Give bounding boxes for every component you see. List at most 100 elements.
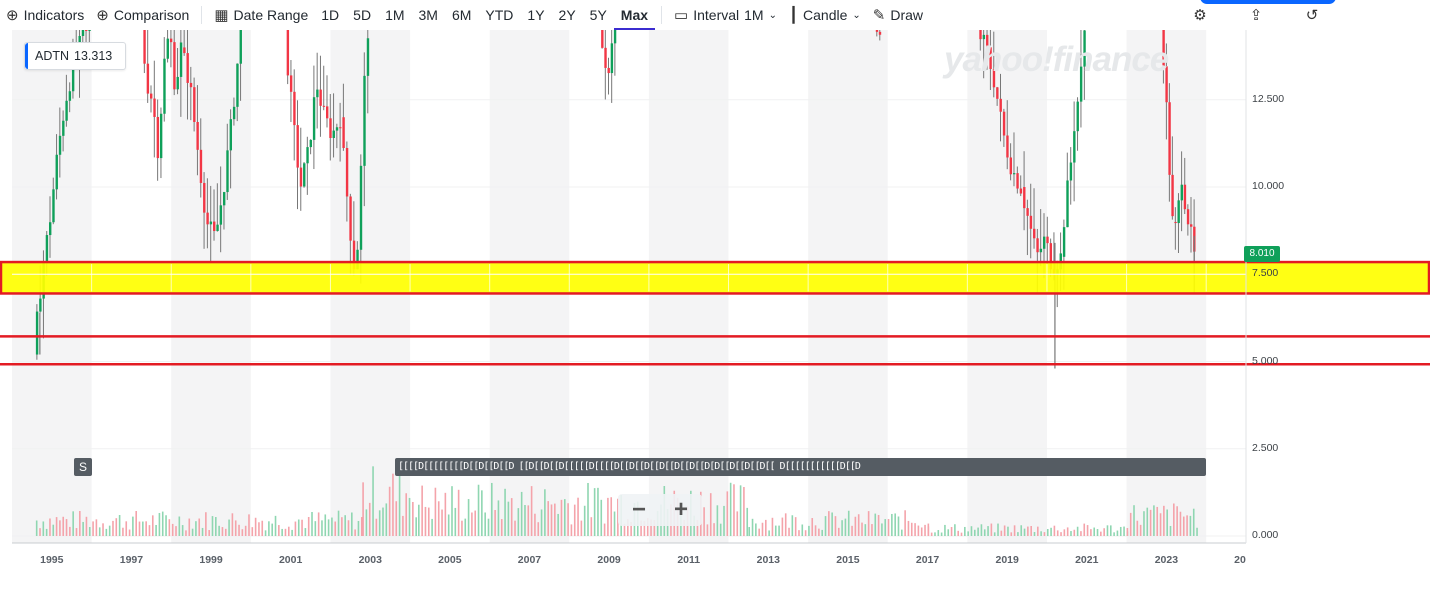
undo-icon: ↺ <box>1305 7 1319 24</box>
volume-bar <box>398 470 401 536</box>
volume-bar <box>234 520 237 536</box>
x-tick-label: 2023 <box>1154 554 1179 566</box>
candle-body <box>68 91 72 101</box>
volume-bar <box>774 525 777 536</box>
x-tick-label: 2021 <box>1075 554 1099 566</box>
candle-body <box>875 30 879 32</box>
range-1y[interactable]: 1Y <box>527 7 545 23</box>
top-blue-button[interactable] <box>1200 0 1336 4</box>
draw-button[interactable]: ✎ Draw <box>872 7 924 24</box>
volume-bar <box>1166 509 1168 536</box>
range-ytd[interactable]: YTD <box>485 7 514 23</box>
volume-bar <box>824 516 827 536</box>
candle-body <box>1006 135 1009 158</box>
volume-bar <box>920 527 923 536</box>
candle-body <box>216 224 219 232</box>
volume-bar <box>278 525 280 536</box>
y-tick-label: 12.500 <box>1252 92 1285 105</box>
volume-bar <box>467 499 470 536</box>
volume-bar <box>224 528 227 536</box>
volume-bar <box>215 517 217 536</box>
volume-bar <box>1096 529 1099 536</box>
range-5y[interactable]: 5Y <box>589 7 607 23</box>
interval-dropdown[interactable]: ▭ Interval 1M ⌄ <box>674 7 777 24</box>
volume-bar <box>1176 506 1178 536</box>
volume-bar <box>778 525 780 536</box>
x-tick-label: 2005 <box>438 554 462 566</box>
ticker-legend[interactable]: ADTN 13.313 <box>24 42 127 70</box>
range-3m[interactable]: 3M <box>418 7 438 23</box>
volume-bar <box>344 515 346 536</box>
candle-body <box>1029 215 1033 229</box>
range-1d[interactable]: 1D <box>321 7 340 23</box>
dividend-events-strip[interactable]: [[[[D[[[[[[[[D[[D[[D[[D [[D[[D[[D[[[[[D[… <box>395 458 1206 476</box>
volume-bar <box>347 520 350 536</box>
split-event-badge[interactable]: S <box>74 458 92 476</box>
candle-body <box>35 311 39 355</box>
volume-bar <box>1090 529 1092 536</box>
volume-bar <box>563 499 566 536</box>
volume-bar <box>59 520 61 536</box>
candle-body <box>58 135 62 155</box>
candle-body <box>146 63 150 94</box>
volume-bar <box>148 525 151 536</box>
volume-bar <box>1056 530 1059 536</box>
candle-body <box>613 30 617 44</box>
volume-bar <box>540 509 543 536</box>
volume-bar <box>291 529 293 536</box>
share-button[interactable]: ⇪ <box>1228 0 1284 30</box>
volume-bar <box>733 484 735 536</box>
comparison-button[interactable]: ⊕ Comparison <box>96 7 190 24</box>
volume-bar <box>500 519 503 536</box>
indicators-button[interactable]: ⊕ Indicators <box>6 7 85 24</box>
volume-bar <box>337 510 340 536</box>
volume-bar <box>967 531 969 536</box>
zoom-out-button[interactable]: − <box>631 496 646 523</box>
range-2y[interactable]: 2Y <box>558 7 576 23</box>
chart-type-dropdown[interactable]: ┃ Candle ⌄ <box>788 7 861 24</box>
volume-bar <box>304 528 307 536</box>
candle-body <box>48 222 52 236</box>
candle-body <box>1023 187 1026 209</box>
volume-bar <box>1023 528 1026 536</box>
volume-bar <box>82 521 84 536</box>
volume-bar <box>924 524 926 536</box>
candle-body <box>1049 243 1053 270</box>
candle-body <box>1036 238 1039 253</box>
range-5d[interactable]: 5D <box>353 7 372 23</box>
range-max[interactable]: Max <box>613 2 656 30</box>
volume-bar <box>382 507 384 536</box>
range-6m[interactable]: 6M <box>451 7 472 23</box>
share-icon: ⇪ <box>1249 7 1263 24</box>
volume-bar <box>171 523 174 536</box>
volume-bar <box>801 524 804 536</box>
zoom-in-button[interactable]: + <box>673 496 688 523</box>
settings-button[interactable]: ⚙ <box>1172 0 1228 30</box>
reset-button[interactable]: ↺ <box>1284 0 1340 30</box>
x-tick-label: 2009 <box>597 554 621 566</box>
candle-body <box>219 205 223 225</box>
volume-bar <box>617 498 619 536</box>
candle-body <box>326 106 329 119</box>
candle-body <box>1062 227 1066 257</box>
volume-bar <box>781 517 784 536</box>
volume-bar <box>95 519 98 536</box>
candle-body <box>1066 180 1069 228</box>
candle-body <box>306 147 309 164</box>
range-1m[interactable]: 1M <box>385 7 405 23</box>
candle-body <box>1079 66 1083 102</box>
date-range-button[interactable]: ▦ Date Range <box>214 7 309 24</box>
volume-bar <box>1163 505 1165 536</box>
volume-bar <box>1033 531 1036 536</box>
candle-body <box>339 127 342 129</box>
x-tick-label: 1995 <box>40 554 64 566</box>
volume-bar <box>314 521 317 536</box>
volume-bar <box>1040 531 1042 536</box>
volume-bar <box>122 527 124 536</box>
volume-bar <box>65 519 68 536</box>
candle-body <box>286 30 290 76</box>
volume-bar <box>392 473 394 536</box>
candle-body <box>1180 184 1184 201</box>
volume-bar <box>1017 532 1019 536</box>
